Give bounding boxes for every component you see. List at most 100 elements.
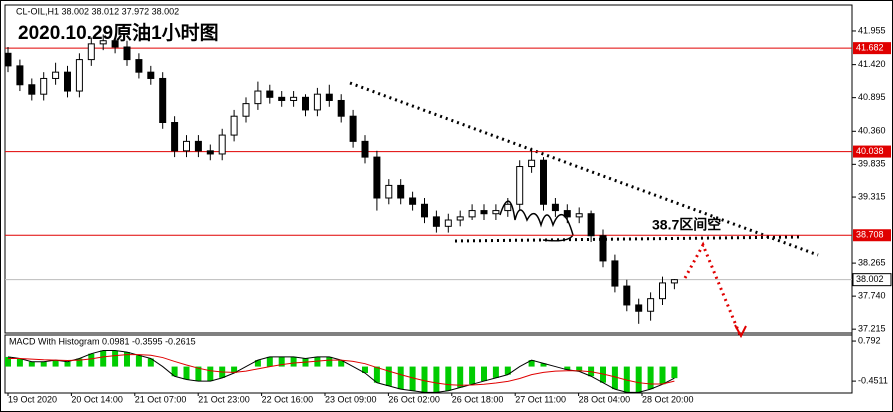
macd-bar — [266, 356, 273, 367]
level-label: 38.708 — [856, 230, 884, 240]
candle-body — [206, 150, 214, 155]
candle-body — [4, 52, 12, 67]
macd-bar — [290, 356, 297, 367]
candle-body — [302, 96, 309, 111]
candle-body — [516, 166, 524, 205]
last-price-label: 38.002 — [856, 274, 884, 284]
macd-bar — [147, 358, 154, 367]
candle-body — [111, 40, 119, 48]
x-tick-label: 20 Oct 14:00 — [71, 394, 123, 404]
candle-body — [540, 159, 547, 205]
macd-bar — [564, 366, 571, 370]
macd-bar — [314, 356, 321, 367]
x-tick-label: 27 Oct 11:00 — [515, 394, 566, 404]
macd-bar — [362, 366, 368, 374]
candle-body — [611, 260, 619, 287]
macd-bar — [385, 366, 392, 386]
x-tick-label: 23 Oct 09:00 — [325, 394, 377, 404]
macd-bar — [88, 353, 95, 367]
x-tick-label: 28 Oct 20:00 — [642, 394, 694, 404]
y-tick-label: 37.740 — [858, 291, 886, 301]
y-tick-label: 41.420 — [858, 59, 886, 69]
y-tick-label: 39.835 — [858, 159, 886, 169]
x-tick-label: 19 Oct 2020 — [8, 394, 57, 404]
level-label: 41.682 — [856, 43, 884, 53]
candle-body — [313, 93, 321, 111]
candle-body — [254, 90, 262, 105]
macd-bar — [207, 366, 214, 382]
header: CL-OIL,H1 38.002 38.012 37.972 38.002 — [16, 6, 179, 16]
candle-body — [587, 213, 595, 237]
candle-body — [337, 99, 345, 117]
candle-body — [444, 219, 452, 227]
macd-bar — [278, 356, 285, 367]
candle-body — [230, 115, 238, 136]
x-tick-label: 22 Oct 16:00 — [262, 394, 314, 404]
candle-body — [123, 46, 131, 61]
candle-body — [551, 203, 559, 212]
candle-body — [325, 93, 333, 101]
candle-body — [266, 90, 274, 98]
candle-body — [373, 156, 381, 199]
x-tick-label: 26 Oct 02:00 — [388, 394, 440, 404]
macd-bar — [528, 360, 535, 367]
macd-label: MACD With Histogram 0.0981 -0.3595 -0.26… — [9, 336, 196, 346]
candle-body — [135, 59, 143, 73]
candle-body — [659, 282, 666, 300]
level-tag — [853, 229, 891, 242]
candle-body — [183, 140, 190, 152]
signal-line — [8, 354, 675, 386]
candle-body — [647, 298, 655, 312]
macd-bar — [254, 360, 261, 367]
candle-body — [670, 279, 678, 284]
candle-body — [575, 213, 583, 218]
annotation: 38.7区间空 — [652, 217, 721, 233]
candle-body — [504, 203, 512, 212]
last-price-tag — [852, 273, 892, 287]
macd-bar — [171, 366, 178, 377]
level-label: 40.038 — [856, 146, 884, 156]
y-tick-label: 39.315 — [858, 191, 886, 201]
candle-body — [99, 40, 107, 45]
candle-body — [349, 115, 357, 142]
macd-bar — [647, 366, 654, 390]
candle-body — [218, 134, 226, 155]
candle-body — [159, 77, 167, 124]
candle-body — [242, 103, 250, 117]
y-tick-label: 38.265 — [858, 257, 886, 267]
macd-bar — [457, 366, 464, 388]
candle-body — [194, 140, 202, 152]
candle-body — [468, 210, 476, 218]
macd-bar — [481, 366, 487, 382]
macd-bar — [671, 366, 678, 379]
candle-body — [16, 65, 24, 86]
macd-bar — [635, 366, 642, 393]
candle-body — [563, 210, 571, 218]
candle-body — [623, 285, 631, 306]
macd-bar — [16, 358, 23, 367]
candle-body — [635, 304, 643, 312]
macd-bar — [100, 350, 107, 367]
macd-bar — [540, 363, 547, 367]
trend-line — [349, 81, 819, 257]
macd-bar — [469, 366, 476, 385]
candle-body — [456, 216, 464, 221]
macd-bar — [326, 356, 333, 367]
candle-body — [492, 210, 500, 215]
macd-bar — [421, 366, 428, 393]
candle-body — [599, 235, 607, 262]
macd-bar — [231, 366, 238, 374]
x-tick-label: 26 Oct 18:00 — [452, 394, 504, 404]
macd-bar — [5, 356, 11, 367]
candle-body — [409, 197, 417, 205]
macd-bar — [112, 350, 119, 367]
macd-bar — [195, 366, 202, 382]
y-tick-label: 40.895 — [858, 92, 886, 102]
macd-bar — [659, 366, 666, 385]
candle-body — [28, 84, 36, 95]
candle-body — [528, 159, 536, 168]
candle-body — [40, 77, 48, 95]
level-tag — [853, 42, 891, 55]
